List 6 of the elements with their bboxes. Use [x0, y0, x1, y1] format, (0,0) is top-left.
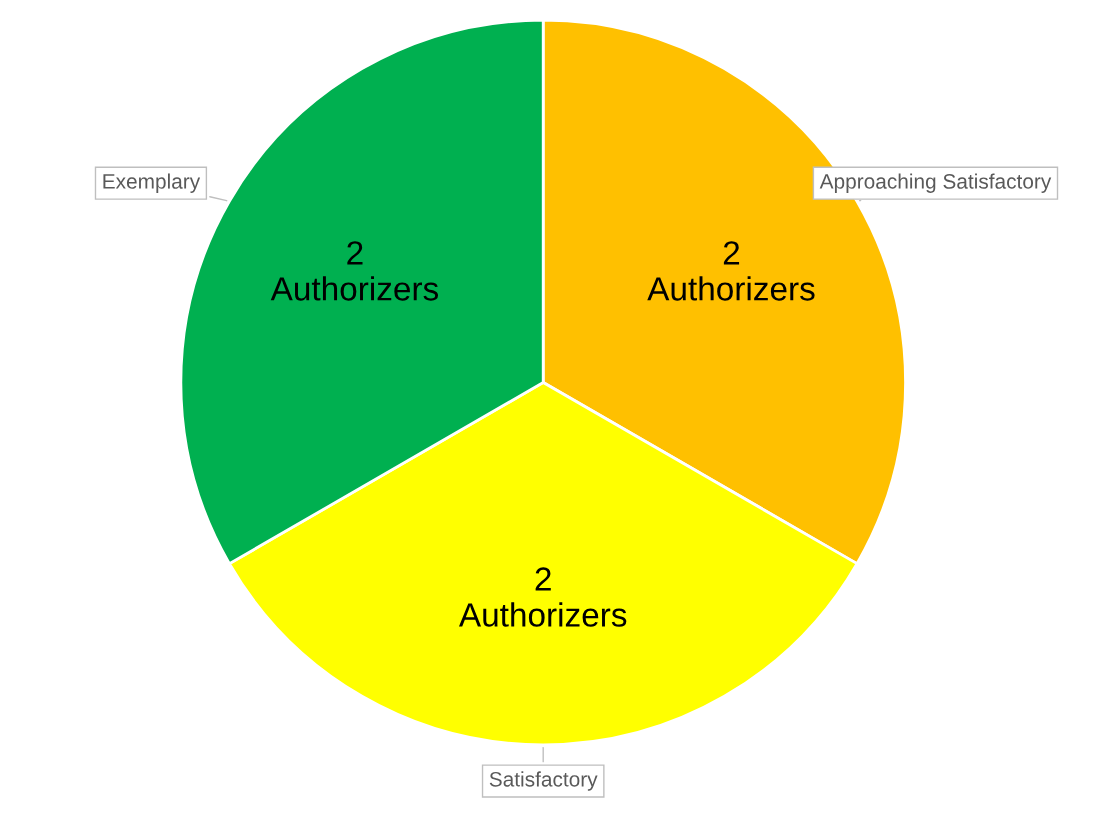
- slice-label: Approaching Satisfactory: [819, 173, 1052, 193]
- data-label: 2 Authorizers: [647, 241, 815, 301]
- data-label: 2 Authorizers: [458, 567, 627, 627]
- slice-label: Exemplary: [103, 173, 201, 193]
- data-label: 2 Authorizers: [270, 241, 439, 301]
- slice-label: Satisfactory: [489, 771, 598, 791]
